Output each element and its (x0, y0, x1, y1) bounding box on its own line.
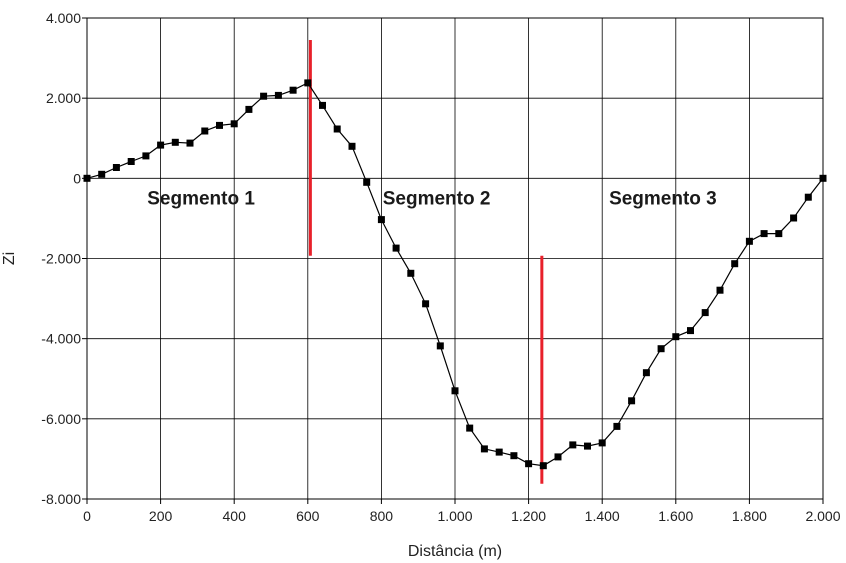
data-point (98, 170, 106, 178)
segment-labels: Segmento 1 Segmento 2 Segmento 3 (147, 188, 717, 209)
data-point (333, 125, 341, 133)
data-point (569, 441, 577, 449)
data-point (657, 345, 665, 353)
data-point (171, 138, 179, 146)
grid-lines (86, 17, 824, 500)
y-axis-title: Zi (1, 252, 18, 265)
x-tick-label: 600 (296, 508, 320, 524)
data-point (613, 422, 621, 430)
x-tick-label: 1.600 (658, 508, 693, 524)
data-point (186, 139, 194, 147)
data-point (348, 142, 356, 150)
y-tick-label: 0 (73, 170, 81, 186)
data-point (804, 193, 812, 201)
x-tick-label: 1.400 (585, 508, 620, 524)
data-point (157, 141, 165, 149)
data-point (790, 214, 798, 222)
x-tick-label: 200 (149, 508, 173, 524)
x-tick-label: 800 (370, 508, 394, 524)
data-point (819, 174, 827, 182)
x-tick-label: 1.000 (437, 508, 472, 524)
y-tick-label: -4.000 (41, 331, 81, 347)
data-point (436, 342, 444, 350)
data-point (112, 164, 120, 171)
data-point (598, 439, 606, 447)
y-tick-label: -2.000 (41, 251, 81, 267)
x-tick-label: 1.800 (732, 508, 767, 524)
data-point (274, 91, 282, 99)
data-point (539, 462, 547, 470)
data-point (480, 445, 488, 453)
x-axis-ticks: 0 200 400 600 800 1.000 1.200 1.400 1.600 1.800 2.… (83, 499, 841, 524)
data-point (127, 158, 135, 165)
data-point (377, 216, 385, 224)
data-point (687, 327, 694, 335)
data-point (451, 387, 459, 395)
data-point (230, 120, 238, 128)
data-point (142, 152, 150, 160)
x-tick-label: 0 (83, 508, 91, 524)
data-point (775, 230, 783, 238)
data-point (701, 309, 709, 317)
data-point (289, 86, 297, 94)
data-point (584, 442, 591, 450)
y-tick-label: -6.000 (41, 411, 81, 427)
data-point (363, 178, 371, 186)
x-tick-label: 1.200 (511, 508, 546, 524)
data-point (260, 92, 268, 100)
data-point (525, 460, 533, 468)
x-axis-title: Distância (m) (408, 543, 502, 560)
y-tick-label: 4.000 (46, 10, 81, 26)
data-point (216, 121, 223, 129)
x-tick-label: 400 (223, 508, 247, 524)
data-point (731, 260, 739, 268)
data-point (495, 448, 503, 456)
segment-label: Segmento 1 (147, 188, 255, 209)
data-point (628, 397, 636, 405)
y-tick-label: -8.000 (41, 491, 81, 507)
data-point (304, 79, 312, 87)
data-point (407, 269, 415, 277)
data-point (319, 101, 326, 109)
segment-label: Segmento 3 (609, 188, 717, 209)
y-tick-label: 2.000 (46, 90, 81, 106)
data-point (466, 424, 474, 432)
data-point (716, 286, 724, 294)
data-point (510, 452, 518, 460)
data-point (642, 369, 650, 377)
segment-dividers (308, 40, 544, 484)
data-point (554, 453, 562, 461)
data-point (672, 333, 680, 341)
segment-label: Segmento 2 (383, 188, 491, 209)
data-point (422, 300, 430, 308)
data-point (201, 127, 209, 135)
data-point (760, 230, 768, 238)
data-point (745, 237, 753, 245)
data-point (245, 105, 253, 113)
y-axis-ticks: 4.000 2.000 0 -2.000 -4.000 -6.000 -8.000 (41, 10, 87, 507)
x-tick-label: 2.000 (805, 508, 840, 524)
series-elevation-profile (83, 79, 827, 470)
data-point (392, 244, 400, 252)
